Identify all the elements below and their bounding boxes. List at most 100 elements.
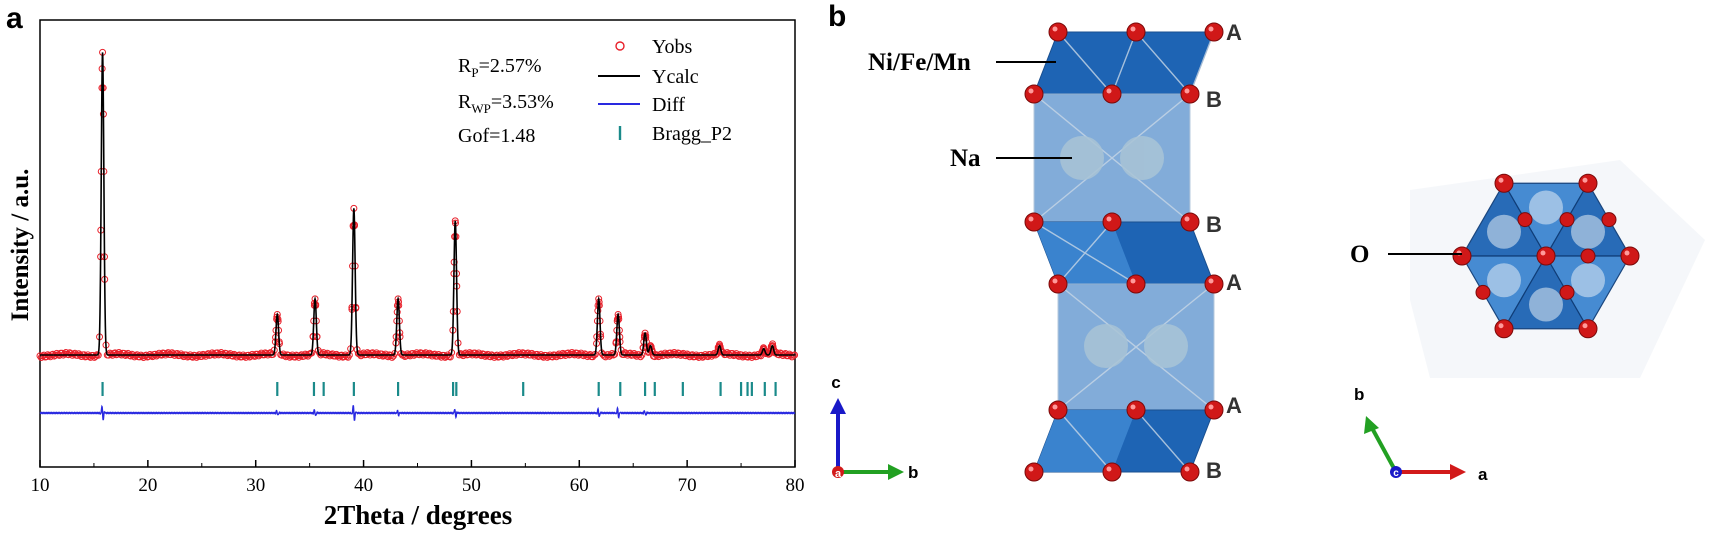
legend-ycalc: Ycalc: [652, 66, 699, 88]
oxygen-atom: [1102, 84, 1122, 104]
axis-a-arrowhead: [1450, 464, 1466, 480]
stack-label: A: [1226, 270, 1242, 295]
oxygen-atom: [1559, 212, 1575, 228]
legend-bragg: Bragg_P2: [652, 123, 732, 145]
x-tick-label: 30: [246, 475, 265, 496]
stacking-labels: A B B A A B: [1206, 20, 1242, 483]
atom-highlight: [1582, 177, 1588, 183]
yobs-point: [691, 353, 699, 361]
chart-marks: [36, 48, 799, 421]
atom-highlight: [1028, 88, 1034, 94]
stat-rwp: RWP=3.53%: [458, 91, 554, 116]
sodium-atom-top: [1487, 214, 1521, 249]
bonds: [1033, 31, 1215, 473]
x-axis-ticks: 10 20 30 40 50 60 70 80: [31, 460, 805, 496]
x-tick-label: 50: [462, 475, 481, 496]
oxygen-atom: [1024, 212, 1044, 232]
label-transition-metal: Ni/Fe/Mn: [868, 49, 971, 76]
yobs-point: [238, 353, 246, 361]
sodium-atom-top: [1529, 287, 1563, 322]
yobs-point: [514, 350, 522, 358]
axis-triad-right: b a c: [1354, 385, 1488, 484]
yobs-point: [747, 352, 755, 360]
side-view-structure: Ni/Fe/Mn Na A B B A A B c b a: [830, 20, 1242, 483]
sodium-atom-top: [1571, 214, 1605, 249]
oxygen-atom: [1204, 400, 1224, 420]
atom-highlight: [1106, 88, 1112, 94]
sodium-atoms: [1060, 136, 1188, 368]
oxygen-atom: [1475, 284, 1491, 300]
atom-highlight: [1052, 404, 1058, 410]
yobs-point: [511, 350, 519, 358]
atom-highlight: [1624, 250, 1630, 256]
yobs-point: [433, 352, 441, 360]
oxygen-atom: [1536, 246, 1556, 266]
yobs-point: [762, 349, 770, 357]
atom-highlight: [1208, 278, 1214, 284]
yobs-point: [442, 353, 450, 361]
oxygen-atom: [1494, 173, 1514, 193]
series-bragg: [101, 382, 777, 396]
axis-b-label-top: b: [1354, 385, 1364, 404]
sodium-atom-top: [1529, 190, 1563, 225]
oxygen-atom: [1620, 246, 1640, 266]
oxygen-atom: [1102, 212, 1122, 232]
yobs-point: [358, 350, 366, 358]
legend-yobs-marker: [615, 41, 625, 51]
oxygen-atom: [1517, 212, 1533, 228]
x-tick-label: 20: [138, 475, 157, 496]
atom-highlight: [1540, 250, 1546, 256]
axis-c-origin: [1390, 466, 1402, 478]
label-sodium: Na: [950, 145, 981, 172]
xrd-chart: 10 20 30 40 50 60 70 80 2Theta / degrees Intens…: [7, 19, 805, 530]
oxygen-atom: [1180, 84, 1200, 104]
atom-highlight: [1498, 177, 1504, 183]
fit-stats: RP=2.57% RWP=3.53% Gof=1.48: [458, 55, 554, 147]
atom-highlight: [1208, 26, 1214, 32]
sodium-atom: [1060, 136, 1104, 180]
axis-triad-left: c b a: [830, 373, 918, 482]
x-tick-label: 70: [678, 475, 697, 496]
yobs-point: [536, 352, 544, 360]
stack-label: B: [1206, 212, 1222, 237]
oxygen-atom: [1126, 400, 1146, 420]
oxygen-atom: [1048, 274, 1068, 294]
y-axis-label: Intensity / a.u.: [7, 169, 34, 322]
yobs-point: [58, 349, 66, 357]
yobs-point: [331, 352, 339, 360]
atom-highlight: [1052, 278, 1058, 284]
x-tick-label: 60: [570, 475, 589, 496]
legend: Yobs Ycalc Diff Bragg_P2: [598, 36, 732, 145]
label-oxygen: O: [1350, 241, 1369, 268]
yobs-point: [365, 350, 373, 358]
stack-label: A: [1226, 393, 1242, 418]
yobs-point: [637, 353, 645, 361]
legend-yobs: Yobs: [652, 36, 692, 58]
oxygen-atoms-top: [1452, 173, 1640, 339]
series-diff: [39, 404, 796, 421]
axis-c-label: c: [831, 373, 840, 392]
yobs-point: [436, 352, 444, 360]
oxygen-atom: [1126, 274, 1146, 294]
yobs-point: [36, 352, 44, 360]
oxygen-atom: [1580, 248, 1596, 264]
top-view-structure: O b a c: [1350, 160, 1705, 484]
atom-highlight: [1130, 404, 1136, 410]
yobs-point: [160, 349, 168, 357]
x-tick-label: 10: [31, 475, 50, 496]
yobs-point: [185, 352, 193, 360]
oxygen-atom: [1494, 319, 1514, 339]
axis-origin-label: a: [835, 468, 842, 480]
atom-highlight: [1106, 216, 1112, 222]
sodium-atom: [1144, 324, 1188, 368]
yobs-point: [83, 352, 91, 360]
sodium-atom: [1120, 136, 1164, 180]
atom-highlight: [1184, 466, 1190, 472]
atom-highlight: [1106, 466, 1112, 472]
stack-label: A: [1226, 20, 1242, 45]
axis-b-label: b: [908, 463, 918, 482]
panel-a-label: a: [6, 2, 23, 35]
legend-diff: Diff: [652, 94, 685, 116]
stat-gof: Gof=1.48: [458, 125, 535, 147]
